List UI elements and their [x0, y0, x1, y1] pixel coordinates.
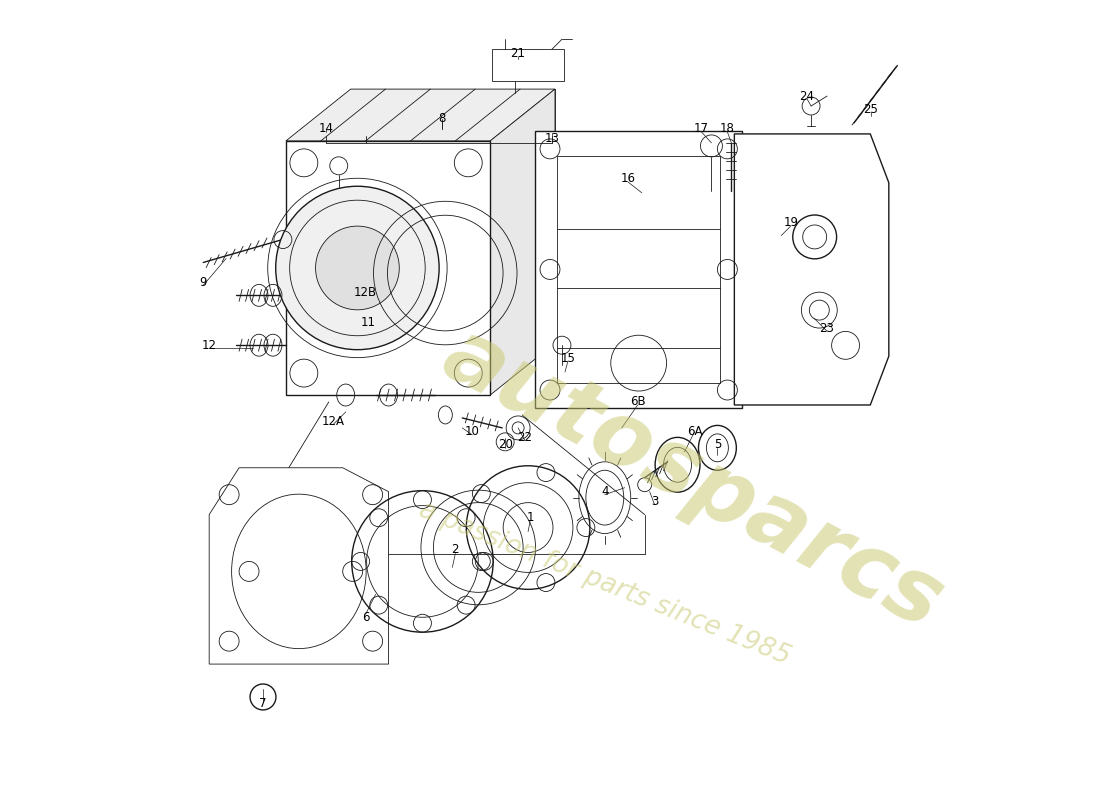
Text: 11: 11 [361, 316, 376, 329]
Text: 8: 8 [439, 113, 447, 126]
Polygon shape [535, 131, 743, 408]
Text: 19: 19 [783, 216, 799, 229]
Circle shape [316, 226, 399, 310]
Text: 12A: 12A [321, 415, 344, 429]
Text: 12: 12 [201, 338, 217, 352]
Text: 21: 21 [510, 46, 526, 60]
Text: autosparcs: autosparcs [428, 311, 957, 648]
Polygon shape [491, 89, 556, 395]
Text: 1: 1 [526, 511, 534, 524]
Text: 18: 18 [719, 122, 735, 135]
Bar [492, 50, 564, 81]
Text: 24: 24 [800, 90, 815, 102]
Text: 4: 4 [601, 485, 608, 498]
Text: 7: 7 [260, 698, 267, 710]
Text: 12B: 12B [354, 286, 377, 299]
Text: 6B: 6B [630, 395, 646, 409]
Text: 2: 2 [452, 543, 459, 556]
Polygon shape [351, 89, 556, 343]
Text: 13: 13 [544, 133, 560, 146]
Polygon shape [286, 89, 556, 141]
Text: 6: 6 [362, 610, 370, 624]
Circle shape [276, 186, 439, 350]
Text: 10: 10 [465, 426, 480, 438]
Text: 16: 16 [620, 172, 635, 186]
Polygon shape [209, 468, 388, 664]
Text: 14: 14 [318, 122, 333, 135]
Text: 20: 20 [497, 438, 513, 451]
Text: 17: 17 [694, 122, 710, 135]
Text: a passion for parts since 1985: a passion for parts since 1985 [416, 497, 794, 670]
Text: 15: 15 [561, 352, 575, 365]
Polygon shape [286, 141, 491, 395]
Text: 6A: 6A [686, 426, 702, 438]
Text: 3: 3 [651, 495, 658, 508]
Text: 22: 22 [518, 431, 532, 444]
Text: 9: 9 [199, 276, 207, 289]
Text: 25: 25 [864, 102, 878, 115]
Polygon shape [735, 134, 889, 405]
Text: 23: 23 [820, 322, 835, 334]
Text: 5: 5 [714, 438, 722, 451]
